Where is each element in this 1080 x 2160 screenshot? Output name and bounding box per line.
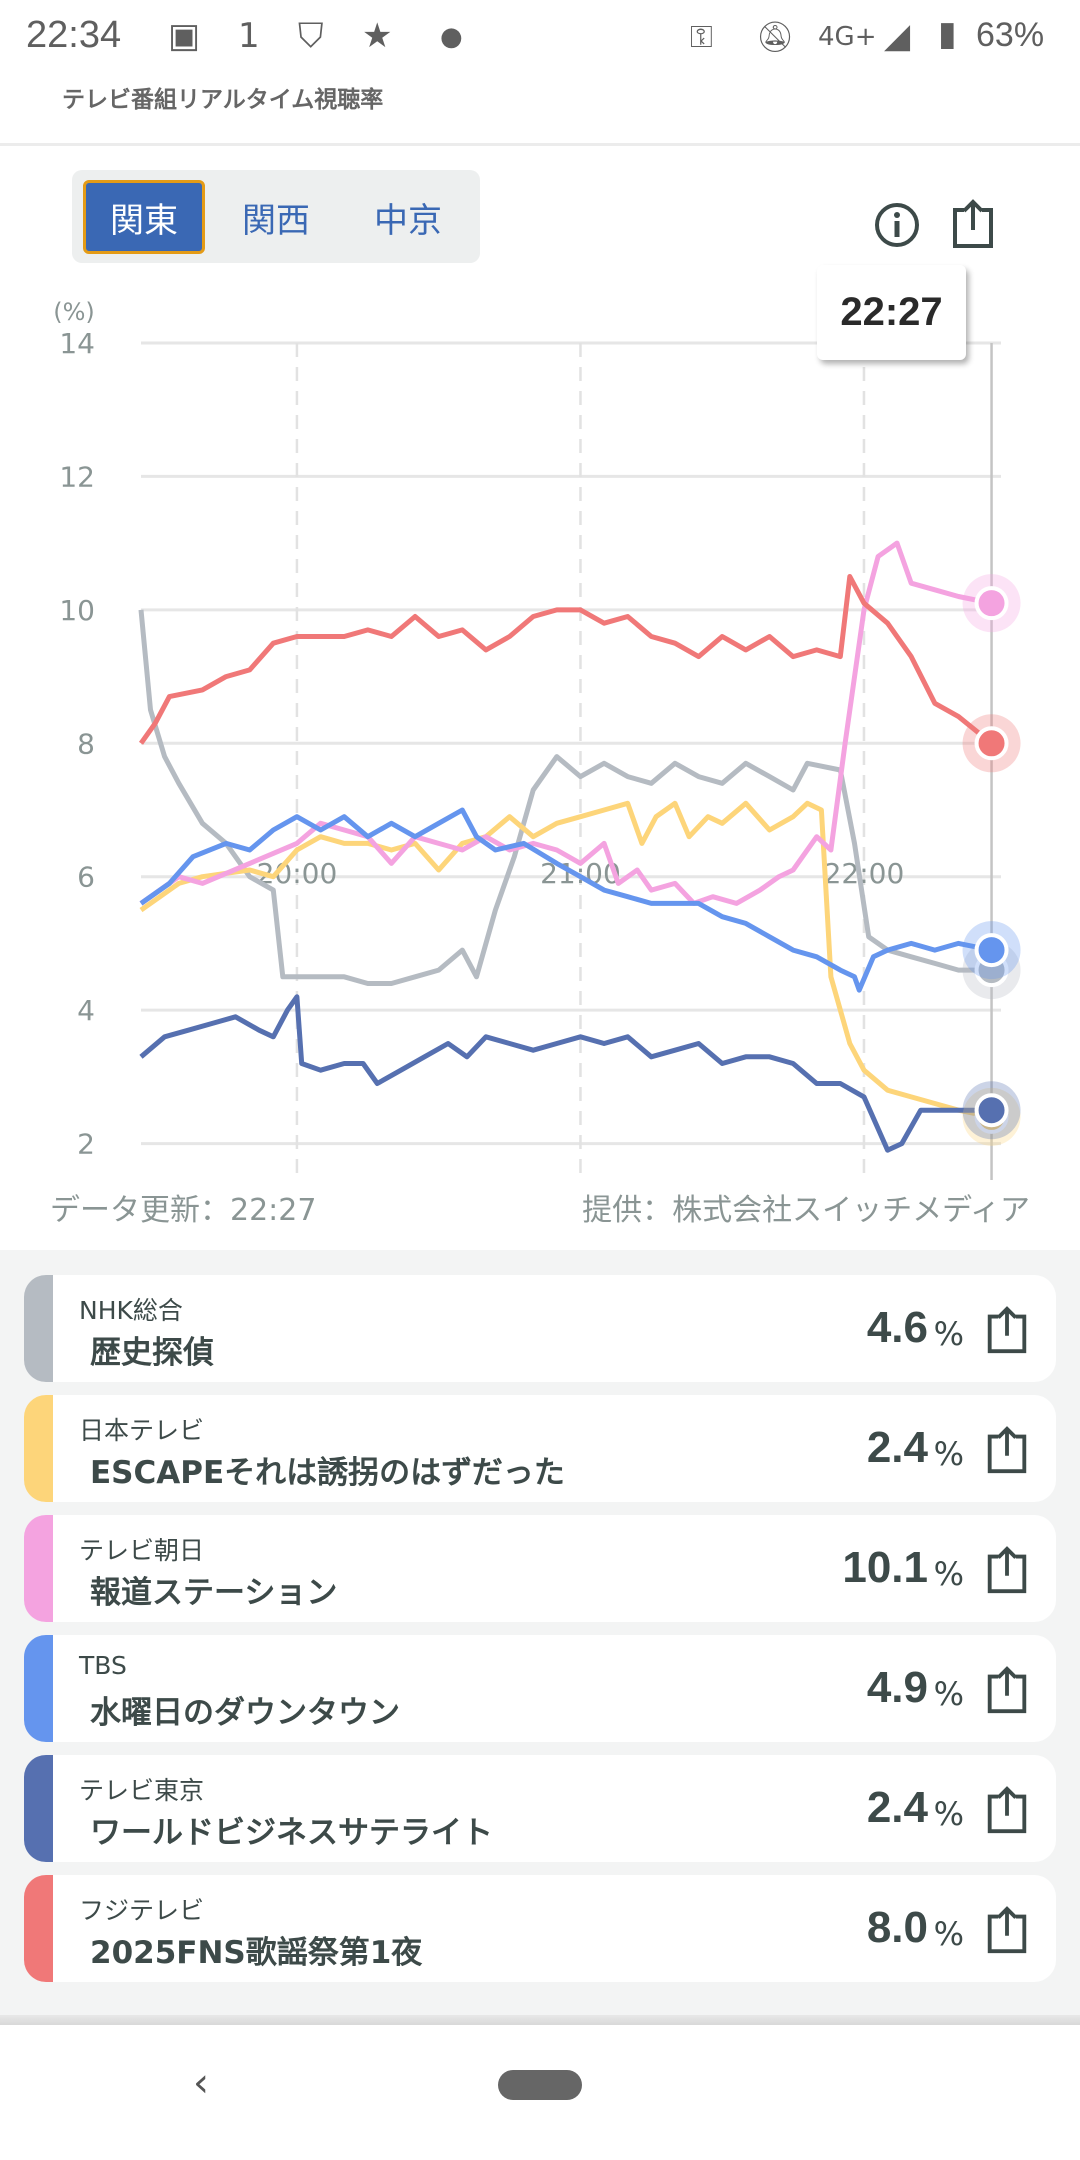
channel-card[interactable]: テレビ東京 ワールドビジネスサテライト 2.4 % [24,1755,1056,1862]
signal-icon: ◢ [884,16,911,56]
divider [0,2015,1080,2025]
shield-icon: ⛉ [298,16,324,56]
y-axis-label: (%) [53,298,95,326]
channel-color-bar [24,1395,53,1502]
channel-card[interactable]: TBS 水曜日のダウンタウン 4.9 % [24,1635,1056,1742]
channel-card[interactable]: 日本テレビ ESCAPEそれは誘拐のはずだった 2.4 % [24,1395,1056,1502]
rating-unit: % [933,1675,964,1713]
app-notification-icon: 1 [238,16,260,56]
share-icon[interactable] [984,1305,1030,1355]
nav-back-icon[interactable]: ‹ [193,2060,209,2106]
rating-value: 10.1 [842,1543,928,1592]
status-time: 22:34 [26,14,122,56]
channel-name: TBS [79,1651,127,1680]
series-marker [974,726,1009,761]
info-icon[interactable] [874,202,920,248]
channel-color-bar [24,1275,53,1382]
nav-home-button[interactable] [498,2070,582,2100]
program-title: 水曜日のダウンタウン [90,1695,400,1731]
x-tick-label: 22:00 [824,857,905,890]
program-title: 報道ステーション [90,1575,338,1611]
data-source: 提供：株式会社スイッチメディア [582,1193,1030,1228]
tab-kansai[interactable]: 関西 [242,200,310,241]
channel-color-bar [24,1755,53,1862]
y-tick-label: 10 [59,594,95,627]
tab-kanto[interactable]: 関東 [83,180,205,254]
channel-name: テレビ朝日 [79,1536,205,1565]
y-tick-label: 8 [77,727,95,760]
share-icon[interactable] [950,198,996,250]
series-marker [974,933,1009,968]
mute-bell-icon: 🔕︎ [756,20,795,55]
rating-value: 2.4 [866,1783,928,1832]
rating-value: 4.6 [866,1303,928,1352]
battery-icon: ▮ [938,14,957,54]
channel-card[interactable]: NHK総合 歴史探偵 4.6 % [24,1275,1056,1382]
series-marker [974,1093,1009,1128]
tab-chukyo[interactable]: 中京 [374,200,442,241]
program-title: ESCAPEそれは誘拐のはずだった [90,1455,565,1491]
rating-unit: % [933,1555,964,1593]
channel-card[interactable]: テレビ朝日 報道ステーション 10.1 % [24,1515,1056,1622]
rating-unit: % [933,1795,964,1833]
series-line-TBS [139,807,992,993]
channel-name: 日本テレビ [79,1416,205,1445]
network-type: 4G+ [818,22,877,52]
share-icon[interactable] [984,1905,1030,1955]
share-icon[interactable] [984,1665,1030,1715]
rating-value: 4.9 [866,1663,928,1712]
series-line-テレビ朝日 [139,540,992,906]
gallery-icon: ▣ [168,16,201,56]
y-tick-label: 6 [77,861,95,894]
channel-name: フジテレビ [79,1896,205,1925]
series-line-テレビ東京 [139,994,992,1153]
rating-unit: % [933,1315,964,1353]
channel-name: テレビ東京 [79,1776,205,1805]
share-icon[interactable] [984,1425,1030,1475]
data-updated: データ更新：22:27 [50,1193,317,1228]
divider [0,143,1080,146]
program-title: ワールドビジネスサテライト [90,1815,493,1851]
rating-unit: % [933,1435,964,1473]
program-title: 2025FNS歌謡祭第1夜 [90,1935,423,1971]
y-tick-label: 12 [59,460,95,493]
share-icon[interactable] [984,1785,1030,1835]
rating-value: 8.0 [866,1903,928,1952]
channel-name: NHK総合 [79,1296,183,1325]
channel-color-bar [24,1635,53,1742]
series-marker [974,586,1009,621]
rating-value: 2.4 [866,1423,928,1472]
program-title: 歴史探偵 [90,1335,214,1371]
status-bar: 22:34 ▣ 1 ⛉ ★ ● ⚿ 🔕︎ 4G+ ◢ ▮ 63% [0,0,1080,75]
channel-card[interactable]: フジテレビ 2025FNS歌謡祭第1夜 8.0 % [24,1875,1056,1982]
share-icon[interactable] [984,1545,1030,1595]
y-tick-label: 2 [77,1128,95,1161]
vpn-key-icon: ⚿ [690,20,713,55]
rating-unit: % [933,1915,964,1953]
battery-percent: 63% [976,16,1045,54]
channel-color-bar [24,1875,53,1982]
series-line-フジテレビ [138,574,994,746]
star-icon: ★ [362,16,393,56]
series-line-NHK総合 [138,609,992,986]
dot-icon: ● [440,22,463,52]
channel-color-bar [24,1515,53,1622]
page-title: テレビ番組リアルタイム視聴率 [62,87,384,113]
region-selector: 関東 関西 中京 [72,170,480,263]
chart-tooltip: 22:27 [817,265,966,360]
series-line-日本テレビ [139,800,992,1120]
y-tick-label: 14 [59,327,95,360]
y-tick-label: 4 [77,994,95,1027]
channel-list: NHK総合 歴史探偵 4.6 % 日本テレビ ESCAPEそれは誘拐のはずだった… [0,1250,1080,2015]
